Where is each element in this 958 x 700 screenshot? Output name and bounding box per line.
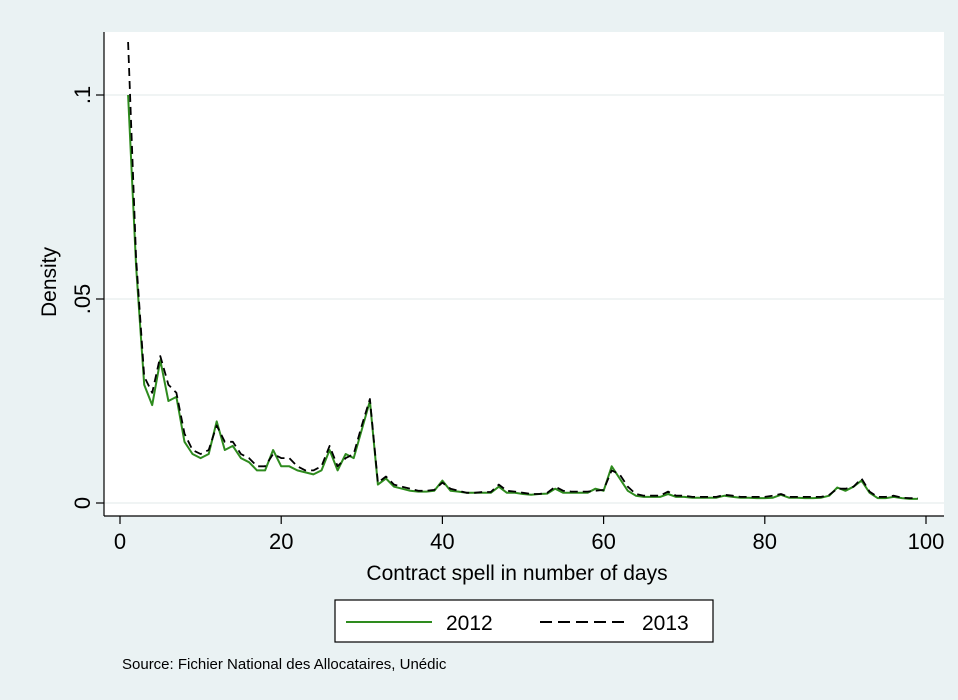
- x-tick-label: 40: [430, 529, 454, 554]
- legend-label-2012: 2012: [446, 612, 493, 635]
- series-line-2012: [127, 94, 918, 500]
- legend: 2012 2013: [334, 599, 714, 643]
- y-tick-label: .1: [70, 86, 95, 104]
- y-tick-label: .05: [70, 284, 95, 315]
- series: [127, 41, 918, 500]
- x-tick-label: 80: [753, 529, 777, 554]
- y-ticks: 0 .05 .1: [70, 86, 104, 509]
- gridlines: [104, 94, 944, 504]
- x-ticks: 0 20 40 60 80 100: [114, 516, 944, 554]
- x-tick-label: 20: [269, 529, 293, 554]
- series-line-2013: [127, 41, 918, 500]
- x-tick-label: 0: [114, 529, 126, 554]
- y-tick-label: 0: [70, 497, 95, 509]
- y-axis-title: Density: [38, 246, 61, 317]
- legend-label-2013: 2013: [642, 612, 689, 635]
- plot-area: [104, 32, 944, 516]
- x-tick-label: 100: [908, 529, 945, 554]
- source-note: Source: Fichier National des Allocataire…: [122, 656, 447, 673]
- x-axis-title: Contract spell in number of days: [366, 562, 667, 585]
- axes: [103, 32, 944, 517]
- x-tick-label: 60: [591, 529, 615, 554]
